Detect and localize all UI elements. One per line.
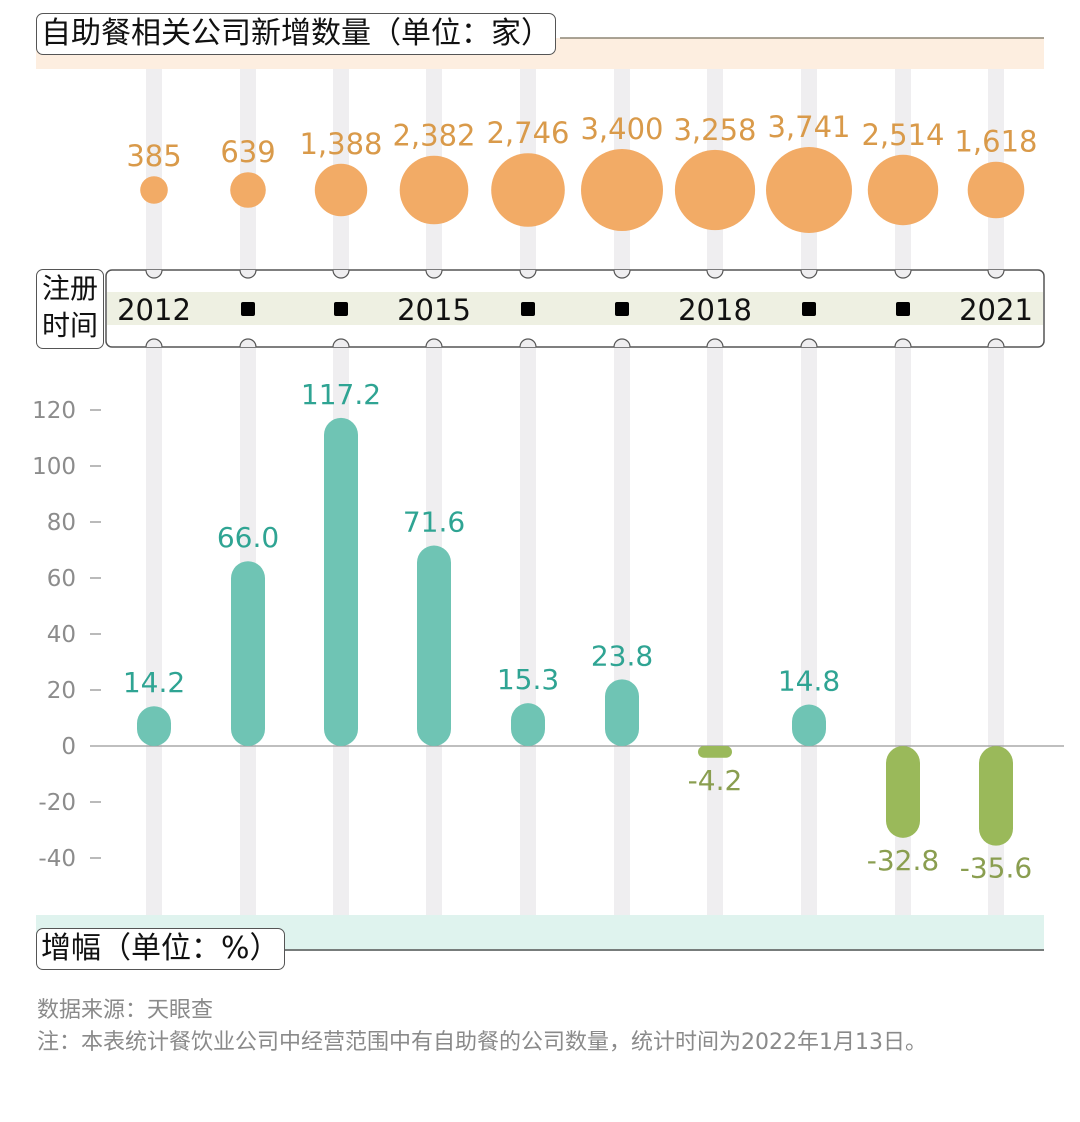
y-tick-label: 40 [47,622,76,648]
bar-label: 66.0 [217,521,279,554]
bubble-label: 385 [126,139,181,173]
track-notch-bottom [613,338,631,348]
year-label-2018: 2018 [678,293,752,327]
bubble-2012 [140,176,168,204]
track-notch-top [894,269,912,279]
track-notch-top [239,269,257,279]
track-notch-bottom [519,338,537,348]
track-notch-top [425,269,443,279]
bubble-2018 [674,149,756,231]
bar-label: -4.2 [688,764,743,797]
bubble-label: 1,618 [954,125,1037,159]
track-notch-bottom [425,338,443,348]
track-notch-bottom [239,338,257,348]
track-notch-top [613,269,631,279]
track-notch-bottom [332,338,350,348]
bubble-series: 385 639 1,388 2,382 2,746 3,400 3,258 3,741 2,51… [126,110,1038,233]
bubble-2014 [314,163,368,217]
track-notch-top [145,269,163,279]
bubble-2019 [766,147,852,233]
bubble-label: 2,746 [486,116,569,150]
bar-label: -32.8 [867,844,939,877]
bubble-2015 [399,155,469,225]
registration-time-label: 注册 时间 [36,269,104,349]
bar-2012 [137,706,171,746]
year-marker-2020 [896,302,910,316]
bubble-2016 [491,153,565,227]
bar-2019 [792,704,826,746]
bubble-label: 1,388 [299,127,382,161]
bar-label: 15.3 [497,663,559,696]
y-tick-label: 100 [32,454,76,480]
bar-series: 14.2 66.0 117.2 71.6 15.3 23.8 -4.2 14.8 -32.8 -3… [123,378,1032,885]
y-tick-label: 80 [47,510,76,536]
track-notch-bottom [800,338,818,348]
bubble-label: 3,741 [767,110,850,144]
bar-2018 [698,746,732,758]
year-marker-2019 [802,302,816,316]
bar-2013 [231,561,265,746]
year-marker-2016 [521,302,535,316]
y-axis: 120 100 80 60 40 20 0 -20 -40 [32,398,1064,872]
track-notch-bottom [706,338,724,348]
bubble-2020 [867,154,939,226]
y-tick-label: 20 [47,678,76,704]
bubble-2017 [581,149,663,231]
track-notch-top [519,269,537,279]
track-notch-bottom [987,338,1005,348]
bubble-label: 3,258 [673,113,756,147]
track-notch-top [706,269,724,279]
year-band-fill [107,292,1043,325]
year-marker-2017 [615,302,629,316]
bar-label: 14.2 [123,666,185,699]
y-tick-label: -40 [38,846,76,872]
year-label-2021: 2021 [959,293,1033,327]
track-notch-top [332,269,350,279]
bar-label: 14.8 [778,665,840,698]
track-notch-bottom [894,338,912,348]
y-tick-label: 120 [32,398,76,424]
bar-2014 [324,417,358,746]
bottom-chart-title: 增幅（单位：%） [36,928,285,970]
track-notch-bottom [145,338,163,348]
bubble-label: 2,382 [392,119,475,153]
bubble-2013 [230,172,266,208]
bar-label: -35.6 [960,852,1032,885]
bar-label: 23.8 [591,639,653,672]
year-marker-2013 [241,302,255,316]
bar-2021 [979,746,1013,846]
bar-2020 [886,746,920,838]
bubble-label: 3,400 [580,112,663,146]
footnote: 注：本表统计餐饮业公司中经营范围中有自助餐的公司数量，统计时间为2022年1月1… [37,1030,927,1055]
top-chart-title: 自助餐相关公司新增数量（单位：家） [36,13,556,55]
data-source: 数据来源：天眼查 [37,998,214,1023]
bar-label: 71.6 [403,506,465,539]
bubble-label: 2,514 [861,118,944,152]
y-tick-label: 0 [61,734,76,760]
footer: 数据来源：天眼查 注：本表统计餐饮业公司中经营范围中有自助餐的公司数量，统计时间… [37,995,1057,1059]
year-marker-2014 [334,302,348,316]
year-label-2012: 2012 [117,293,191,327]
bar-2016 [511,703,545,746]
bar-2015 [417,545,451,746]
y-tick-label: -20 [38,790,76,816]
year-label-2015: 2015 [397,293,471,327]
bubble-label: 639 [220,135,275,169]
bar-2017 [605,679,639,746]
track-notch-top [800,269,818,279]
track-notch-top [987,269,1005,279]
bar-label: 117.2 [301,378,381,411]
bubble-2021 [967,161,1025,219]
y-tick-label: 60 [47,566,76,592]
year-axis-band: 2012 2015 2018 2021 [105,269,1045,348]
